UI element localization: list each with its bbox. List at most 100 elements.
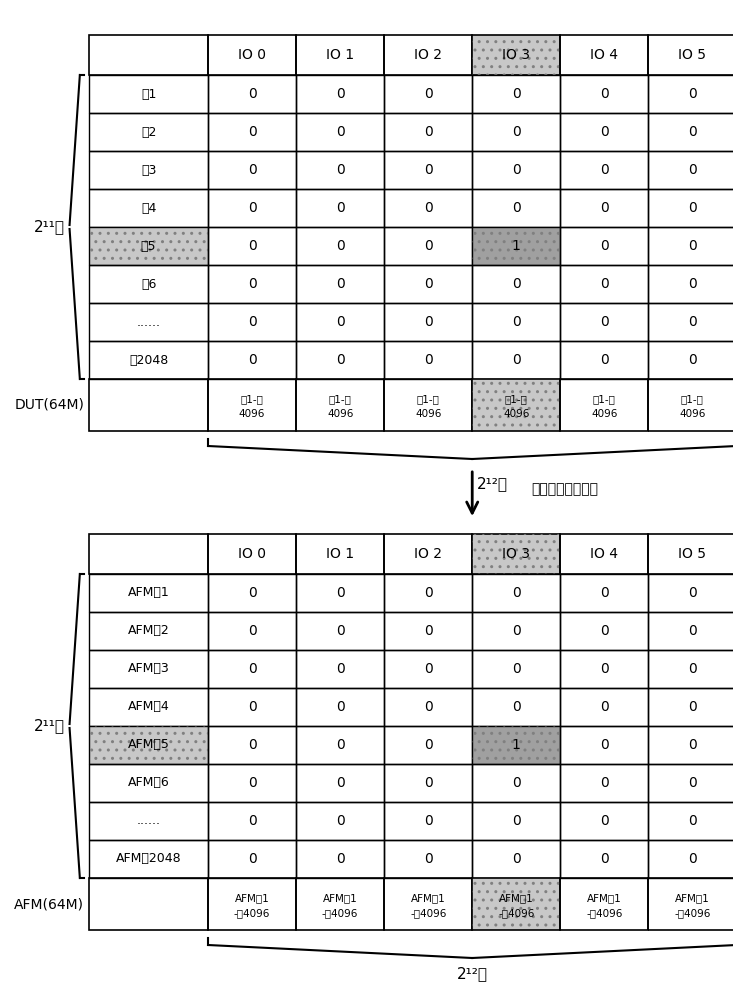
Bar [384,534,472,574]
Text: 0: 0 [512,201,520,215]
Bar [89,726,208,764]
Bar [560,840,649,878]
Bar [384,840,472,878]
Bar [384,227,472,265]
Bar [649,612,733,650]
Bar [649,726,733,764]
Bar [472,878,560,930]
Text: AFM行1: AFM行1 [128,586,169,599]
Text: 0: 0 [336,700,345,714]
Bar [208,612,296,650]
Bar [384,379,472,431]
Text: 0: 0 [600,201,608,215]
Bar [208,650,296,688]
Bar [472,878,560,930]
Bar [384,341,472,379]
Text: -列4096: -列4096 [674,908,710,918]
Bar [296,227,384,265]
Bar [649,764,733,802]
Text: 4096: 4096 [503,409,529,419]
Bar [208,878,296,930]
Bar [89,35,208,75]
Bar [649,534,733,574]
Bar [472,189,560,227]
Text: 0: 0 [424,201,432,215]
Text: IO 0: IO 0 [238,547,266,561]
Bar [560,688,649,726]
Text: 0: 0 [688,277,697,291]
Bar [384,574,472,612]
Text: 0: 0 [688,852,697,866]
Text: -列4096: -列4096 [234,908,270,918]
Bar [472,726,560,764]
Text: -列4096: -列4096 [322,908,358,918]
Bar [89,726,208,764]
Text: 0: 0 [248,125,257,139]
Bar [296,35,384,75]
Bar [89,227,208,265]
Text: IO 2: IO 2 [414,48,442,62]
Text: 列1-列: 列1-列 [593,394,616,404]
Bar [208,574,296,612]
Text: 0: 0 [424,776,432,790]
Text: 0: 0 [424,738,432,752]
Text: 0: 0 [512,586,520,600]
Bar [296,151,384,189]
Bar [560,764,649,802]
Text: 0: 0 [424,277,432,291]
Text: -列4096: -列4096 [498,908,534,918]
Bar [208,726,296,764]
Text: 4096: 4096 [591,409,617,419]
Text: 0: 0 [248,586,257,600]
Bar [472,113,560,151]
Text: 0: 0 [248,163,257,177]
Text: 0: 0 [600,87,608,101]
Bar [89,265,208,303]
Bar [560,650,649,688]
Text: 0: 0 [248,624,257,638]
Text: 0: 0 [336,852,345,866]
Text: 0: 0 [688,662,697,676]
Text: 0: 0 [600,738,608,752]
Bar [296,764,384,802]
Text: 0: 0 [688,586,697,600]
Text: 0: 0 [512,87,520,101]
Bar [384,688,472,726]
Bar [560,227,649,265]
Text: 列1-列: 列1-列 [417,394,440,404]
Bar [560,726,649,764]
Bar [560,379,649,431]
Text: 行1: 行1 [141,88,156,101]
Text: 2¹²列: 2¹²列 [457,966,487,981]
Text: 0: 0 [336,201,345,215]
Text: 0: 0 [248,700,257,714]
Text: 0: 0 [688,201,697,215]
Bar [560,303,649,341]
Bar [89,612,208,650]
Bar [472,265,560,303]
Bar [208,379,296,431]
Bar [649,265,733,303]
Text: 0: 0 [424,662,432,676]
Bar [89,75,208,113]
Bar [472,612,560,650]
Text: DUT(64M): DUT(64M) [15,398,84,412]
Bar [89,688,208,726]
Bar [89,650,208,688]
Text: AFM行5: AFM行5 [128,738,169,752]
Text: IO 0: IO 0 [238,48,266,62]
Text: ......: ...... [136,316,161,328]
Text: 0: 0 [688,624,697,638]
Bar [208,341,296,379]
Text: 0: 0 [424,163,432,177]
Bar [649,688,733,726]
Bar [649,574,733,612]
Text: 0: 0 [336,239,345,253]
Text: 比特地址一一对应: 比特地址一一对应 [531,482,598,496]
Bar [472,840,560,878]
Text: 0: 0 [248,315,257,329]
Bar [649,189,733,227]
Text: 列1-列: 列1-列 [240,394,263,404]
Bar [560,265,649,303]
Text: 0: 0 [600,700,608,714]
